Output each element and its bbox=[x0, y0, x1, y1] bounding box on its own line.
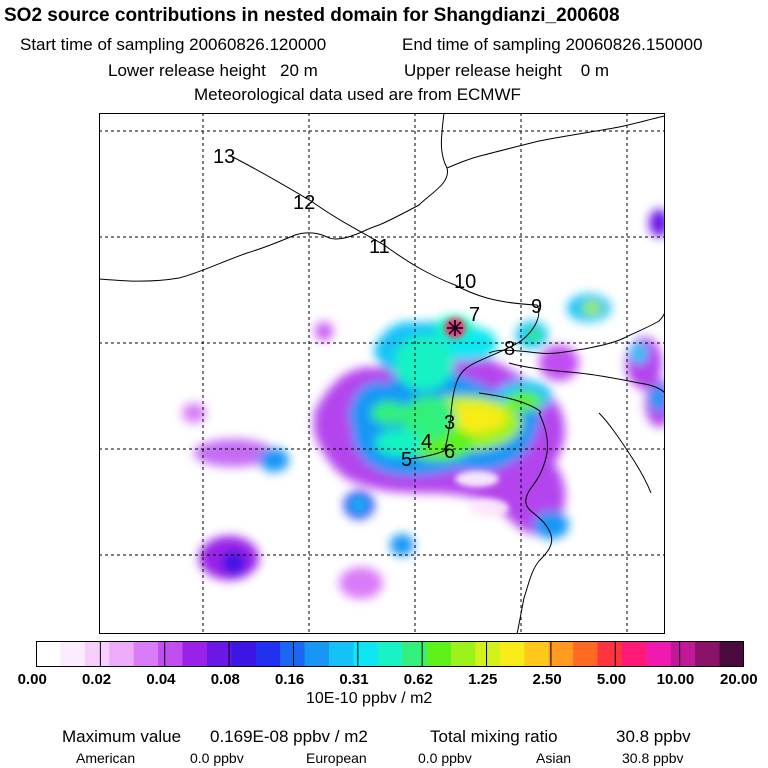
colorbar-cell bbox=[133, 641, 159, 667]
trajectory-hour-labels: 13 12 11 10 9 8 7 3 4 6 5 bbox=[213, 146, 542, 471]
asian-value: 30.8 ppbv bbox=[622, 750, 684, 766]
asian-label: Asian bbox=[536, 750, 572, 766]
colorbar-cell bbox=[280, 641, 306, 667]
colorbar-tick-label: 20.00 bbox=[720, 671, 758, 688]
trajectory-label: 13 bbox=[213, 146, 235, 168]
colorbar-tick-label: 2.50 bbox=[532, 671, 562, 688]
colorbar-cell bbox=[255, 641, 281, 667]
colorbar-units: 10E-10 ppbv / m2 bbox=[306, 690, 433, 707]
american-label: American bbox=[76, 750, 136, 766]
colorbar-cell bbox=[573, 641, 599, 667]
start-time-label: Start time of sampling 20060826.120000 bbox=[20, 35, 327, 54]
colorbar bbox=[36, 641, 744, 667]
lower-release-label: Lower release height 20 m bbox=[108, 61, 318, 80]
trajectory-label: 4 bbox=[421, 431, 432, 453]
colorbar-cell bbox=[36, 641, 61, 667]
trajectory-label: 9 bbox=[531, 296, 542, 318]
colorbar-cell bbox=[548, 641, 574, 667]
colorbar-tick-label: 0.02 bbox=[81, 671, 112, 688]
colorbar-tick-label: 0.16 bbox=[275, 671, 305, 688]
upper-release-label: Upper release height 0 m bbox=[404, 61, 610, 80]
colorbar-tick-label: 0.04 bbox=[146, 671, 176, 688]
colorbar-cell bbox=[426, 641, 452, 667]
colorbar-cell bbox=[328, 641, 354, 667]
colorbar-cell bbox=[158, 641, 183, 667]
total-mixing-ratio-value: 30.8 ppbv bbox=[616, 727, 691, 746]
colorbar-cell bbox=[670, 641, 696, 667]
colorbar-tick-label: 0.08 bbox=[210, 671, 240, 688]
colorbar-cell bbox=[719, 641, 744, 667]
trajectory-label: 12 bbox=[293, 192, 315, 214]
colorbar-cell bbox=[182, 641, 208, 667]
colorbar-tick-label: 0.00 bbox=[17, 671, 47, 688]
colorbar-cell bbox=[524, 641, 550, 667]
colorbar-cell bbox=[695, 641, 721, 667]
colorbar-cell bbox=[60, 641, 86, 667]
max-value-label: Maximum value bbox=[62, 727, 182, 746]
colorbar-tick-label: 0.62 bbox=[403, 671, 433, 688]
trajectory-label: 7 bbox=[469, 304, 480, 326]
trajectory-label: 6 bbox=[444, 441, 455, 463]
receptor-star-marker bbox=[447, 320, 463, 336]
concentration-field bbox=[182, 209, 665, 599]
coastline bbox=[99, 113, 665, 634]
colorbar-cell bbox=[84, 641, 110, 667]
colorbar-cell bbox=[621, 641, 647, 667]
back-trajectory bbox=[228, 154, 540, 460]
american-value: 0.0 ppbv bbox=[190, 750, 244, 766]
colorbar-cell bbox=[646, 641, 672, 667]
colorbar-cell bbox=[377, 641, 403, 667]
colorbar-tick-label: 1.25 bbox=[468, 671, 498, 688]
map-panel: 13 12 11 10 9 8 7 3 4 6 5 bbox=[99, 113, 665, 634]
european-label: European bbox=[306, 750, 367, 766]
max-value: 0.169E-08 ppbv / m2 bbox=[210, 727, 368, 746]
colorbar-cell bbox=[499, 641, 525, 667]
trajectory-label: 3 bbox=[444, 412, 455, 434]
trajectory-label: 11 bbox=[369, 236, 390, 258]
colorbar-cell bbox=[402, 641, 428, 667]
trajectory-label: 8 bbox=[504, 338, 515, 360]
colorbar-cell bbox=[231, 641, 257, 667]
met-data-label: Meteorological data used are from ECMWF bbox=[194, 85, 521, 104]
colorbar-tick-label: 10.00 bbox=[656, 671, 695, 688]
colorbar-cell bbox=[304, 641, 330, 667]
figure-title: SO2 source contributions in nested domai… bbox=[4, 5, 620, 26]
trajectory-label: 5 bbox=[401, 449, 412, 471]
trajectory-label: 10 bbox=[454, 271, 476, 293]
end-time-label: End time of sampling 20060826.150000 bbox=[402, 35, 703, 54]
colorbar-tick-label: 5.00 bbox=[596, 671, 627, 688]
colorbar-tick-label: 0.31 bbox=[339, 671, 369, 688]
european-value: 0.0 ppbv bbox=[418, 750, 472, 766]
colorbar-cell bbox=[451, 641, 476, 667]
colorbar-cell bbox=[597, 641, 623, 667]
colorbar-cell bbox=[206, 641, 232, 667]
colorbar-cell bbox=[353, 641, 379, 667]
total-mixing-ratio-label: Total mixing ratio bbox=[430, 727, 558, 746]
colorbar-cell bbox=[109, 641, 135, 667]
colorbar-cell bbox=[475, 641, 501, 667]
